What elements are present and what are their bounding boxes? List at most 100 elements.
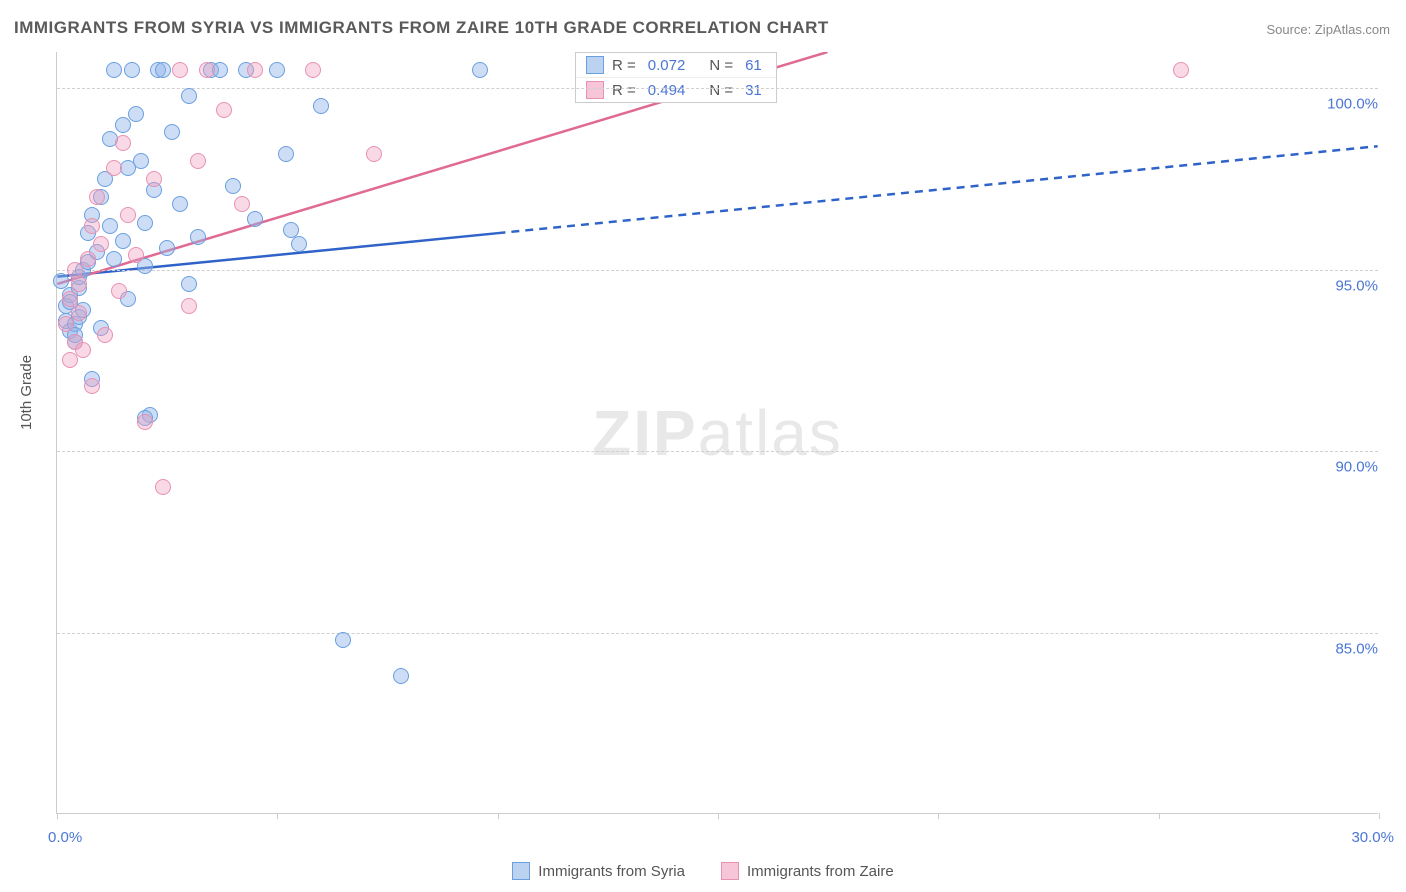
data-point <box>106 160 122 176</box>
data-point <box>283 222 299 238</box>
gridline <box>57 451 1378 452</box>
data-point <box>172 62 188 78</box>
watermark-bold: ZIP <box>592 397 698 469</box>
data-point <box>305 62 321 78</box>
source-prefix: Source: <box>1266 22 1314 37</box>
data-point <box>89 189 105 205</box>
data-point <box>278 146 294 162</box>
y-tick-label: 100.0% <box>1323 96 1382 113</box>
data-point <box>84 378 100 394</box>
data-point <box>181 298 197 314</box>
correlation-row-syria: R = 0.072 N = 61 <box>576 53 776 77</box>
data-point <box>80 251 96 267</box>
data-point <box>62 352 78 368</box>
data-point <box>155 479 171 495</box>
gridline <box>57 88 1378 89</box>
trend-lines-layer <box>57 52 1378 813</box>
data-point <box>58 316 74 332</box>
data-point <box>225 178 241 194</box>
data-point <box>106 62 122 78</box>
data-point <box>115 233 131 249</box>
x-tick-label-30: 30.0% <box>1351 829 1394 846</box>
data-point <box>366 146 382 162</box>
x-tick <box>277 813 278 819</box>
data-point <box>106 251 122 267</box>
data-point <box>190 153 206 169</box>
data-point <box>247 62 263 78</box>
data-point <box>234 196 250 212</box>
legend-item-syria: Immigrants from Syria <box>512 862 685 880</box>
data-point <box>67 262 83 278</box>
data-point <box>155 62 171 78</box>
data-point <box>124 62 140 78</box>
source-attribution: Source: ZipAtlas.com <box>1266 22 1390 37</box>
data-point <box>133 153 149 169</box>
data-point <box>146 171 162 187</box>
watermark: ZIPatlas <box>592 396 843 470</box>
data-point <box>137 215 153 231</box>
x-tick <box>1159 813 1160 819</box>
data-point <box>71 276 87 292</box>
data-point <box>120 207 136 223</box>
data-point <box>335 632 351 648</box>
data-point <box>159 240 175 256</box>
data-point <box>62 291 78 307</box>
data-point <box>313 98 329 114</box>
watermark-light: atlas <box>698 397 843 469</box>
x-tick <box>938 813 939 819</box>
y-axis-label: 10th Grade <box>18 355 35 430</box>
data-point <box>269 62 285 78</box>
data-point <box>291 236 307 252</box>
data-point <box>128 247 144 263</box>
data-point <box>199 62 215 78</box>
x-tick <box>1379 813 1380 819</box>
n-value-syria: 61 <box>745 57 762 74</box>
data-point <box>216 102 232 118</box>
data-point <box>164 124 180 140</box>
plot-area: ZIPatlas R = 0.072 N = 61 R = 0.494 N = … <box>56 52 1378 814</box>
gridline <box>57 633 1378 634</box>
r-prefix: R = <box>612 57 636 74</box>
y-tick-label: 90.0% <box>1331 459 1382 476</box>
data-point <box>128 106 144 122</box>
swatch-blue-icon <box>586 56 604 74</box>
data-point <box>93 236 109 252</box>
swatch-pink-icon <box>721 862 739 880</box>
y-tick-label: 95.0% <box>1331 277 1382 294</box>
data-point <box>472 62 488 78</box>
data-point <box>181 276 197 292</box>
data-point <box>97 327 113 343</box>
r-prefix: R = <box>612 82 636 99</box>
x-tick <box>57 813 58 819</box>
correlation-box: R = 0.072 N = 61 R = 0.494 N = 31 <box>575 52 777 103</box>
n-value-zaire: 31 <box>745 82 762 99</box>
data-point <box>115 135 131 151</box>
chart-title: IMMIGRANTS FROM SYRIA VS IMMIGRANTS FROM… <box>14 18 829 38</box>
gridline <box>57 270 1378 271</box>
data-point <box>75 342 91 358</box>
swatch-pink-icon <box>586 81 604 99</box>
swatch-blue-icon <box>512 862 530 880</box>
data-point <box>84 218 100 234</box>
data-point <box>190 229 206 245</box>
data-point <box>71 305 87 321</box>
data-point <box>172 196 188 212</box>
data-point <box>181 88 197 104</box>
y-tick-label: 85.0% <box>1331 640 1382 657</box>
data-point <box>137 414 153 430</box>
x-tick <box>498 813 499 819</box>
legend-item-zaire: Immigrants from Zaire <box>721 862 894 880</box>
data-point <box>102 218 118 234</box>
n-prefix: N = <box>709 82 733 99</box>
legend-label-syria: Immigrants from Syria <box>538 863 685 880</box>
x-tick <box>718 813 719 819</box>
correlation-row-zaire: R = 0.494 N = 31 <box>576 77 776 102</box>
x-tick-label-0: 0.0% <box>48 829 82 846</box>
data-point <box>1173 62 1189 78</box>
data-point <box>115 117 131 133</box>
data-point <box>53 273 69 289</box>
data-point <box>247 211 263 227</box>
data-point <box>393 668 409 684</box>
source-name: ZipAtlas.com <box>1315 22 1390 37</box>
legend-label-zaire: Immigrants from Zaire <box>747 863 894 880</box>
